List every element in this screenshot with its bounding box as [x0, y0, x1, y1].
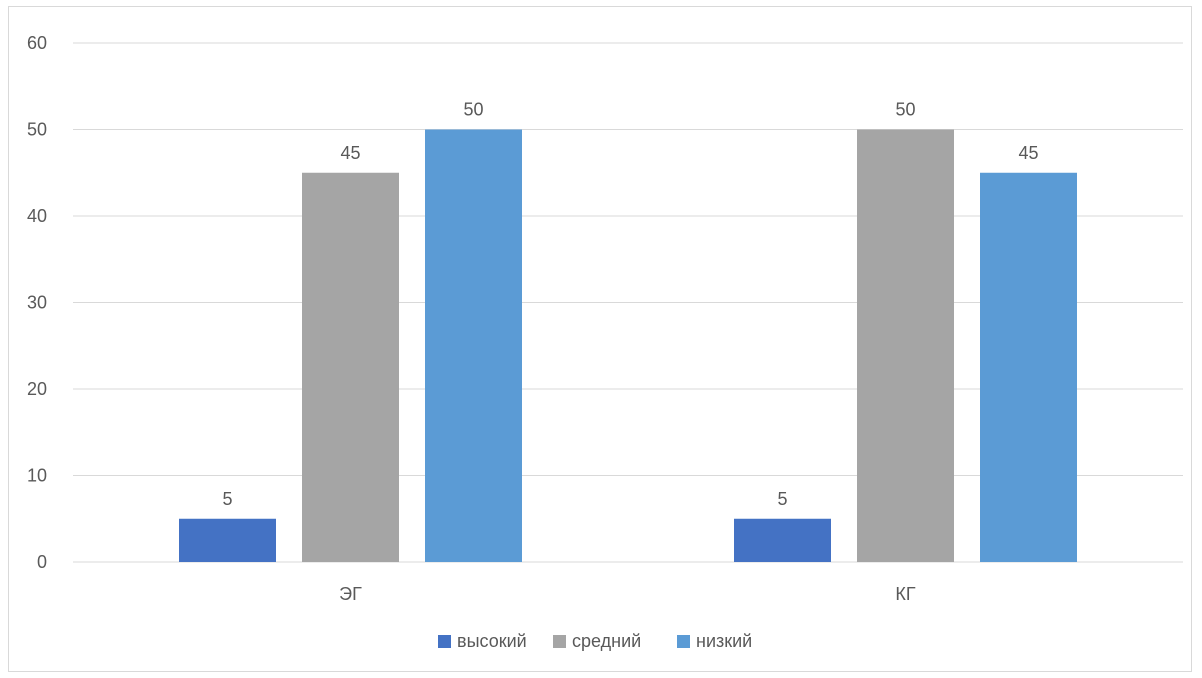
- legend-item-низкий: низкий: [677, 631, 752, 651]
- bar-низкий-ЭГ: [425, 129, 522, 562]
- legend-swatch: [677, 635, 690, 648]
- bar-высокий-КГ: [734, 518, 831, 562]
- data-label: 45: [1018, 143, 1038, 163]
- data-label: 45: [340, 143, 360, 163]
- y-tick-label: 10: [27, 466, 47, 486]
- bar-низкий-КГ: [980, 172, 1077, 562]
- bar-средний-ЭГ: [302, 172, 399, 562]
- y-tick-label: 50: [27, 120, 47, 140]
- legend-swatch: [553, 635, 566, 648]
- data-label: 5: [222, 489, 232, 509]
- legend-label: высокий: [457, 631, 527, 651]
- y-tick-label: 30: [27, 293, 47, 313]
- data-label: 50: [463, 100, 483, 120]
- x-category-label: КГ: [895, 584, 915, 604]
- legend-item-высокий: высокий: [438, 631, 527, 651]
- data-label: 5: [777, 489, 787, 509]
- data-labels: 5 45 50 5 50 45: [222, 100, 1038, 509]
- bar-высокий-ЭГ: [179, 518, 276, 562]
- legend-label: низкий: [696, 631, 752, 651]
- data-label: 50: [895, 100, 915, 120]
- x-category-label: ЭГ: [339, 584, 362, 604]
- y-axis-tick-labels: 0 10 20 30 40 50 60: [27, 33, 47, 572]
- bar-средний-КГ: [857, 129, 954, 562]
- bars: [179, 129, 1077, 562]
- y-tick-label: 0: [37, 552, 47, 572]
- legend-label: средний: [572, 631, 641, 651]
- y-tick-label: 40: [27, 206, 47, 226]
- legend-item-средний: средний: [553, 631, 641, 651]
- legend: высокий средний низкий: [438, 631, 752, 651]
- x-axis-category-labels: ЭГ КГ: [339, 584, 916, 604]
- y-tick-label: 60: [27, 33, 47, 53]
- legend-swatch: [438, 635, 451, 648]
- y-tick-label: 20: [27, 379, 47, 399]
